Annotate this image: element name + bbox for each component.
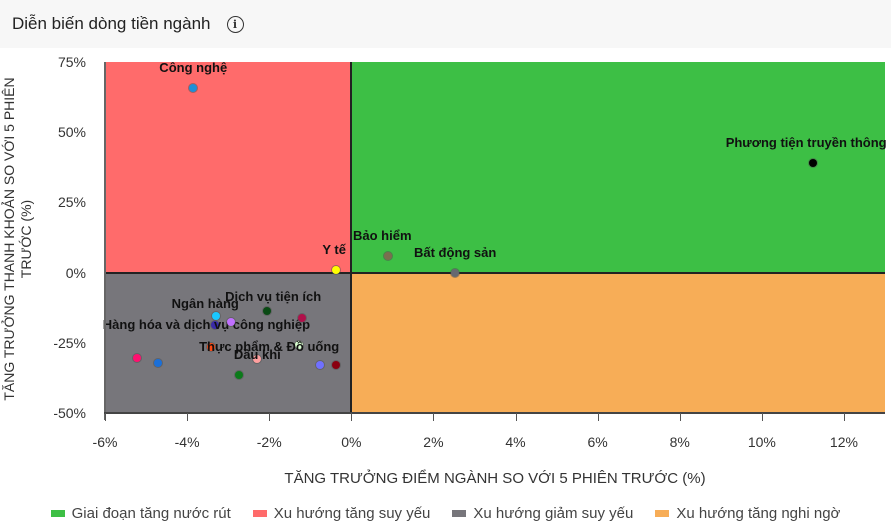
x-tick-label: 2% [423,434,444,450]
data-point[interactable] [295,341,304,350]
quadrant-region [105,62,352,273]
data-point[interactable] [212,312,221,321]
x-tick-label: 0% [341,434,362,450]
legend-swatch-icon [50,510,65,517]
data-point-label: Bất động sản [414,244,497,260]
plot-area: Công nghệ Phương tiện truyền thông Y tế Bảo… [102,60,887,413]
x-tick-mark [105,413,106,421]
x-tick-label: 12% [829,434,858,450]
x-tick-mark [761,413,763,421]
data-point[interactable] [133,353,142,362]
data-point[interactable] [384,252,393,261]
data-point-label: Thực phẩm & Đồ uống [199,339,340,355]
x-tick-label: 4% [505,434,526,450]
x-axis-label: TĂNG TRƯỞNG ĐIỂM NGÀNH SO VỚI 5 PHIÊN TR… [284,470,706,487]
x-tick-mark [351,413,353,421]
quadrant-region [351,62,885,273]
data-point[interactable] [211,320,220,329]
legend-item[interactable]: Xu hướng giảm suy yếu [452,505,633,522]
y-tick-label: 25% [57,194,86,211]
y-tick-label: 0% [65,264,86,281]
chart-header: Diễn biến dòng tiền ngành i [0,0,891,48]
data-point[interactable] [227,318,236,327]
x-tick-label: 6% [587,434,608,450]
x-tick-label: -2% [256,434,282,450]
x-tick-label: -6% [92,434,118,450]
data-point-label: Y tế [322,242,346,258]
y-axis-label: TĂNG TRƯỞNG THANH KHOẢN SO VỚI 5 PHIÊN T… [1,77,34,401]
legend-item[interactable]: Xu hướng tăng suy yếu [252,505,431,522]
zero-x-line [350,62,353,413]
quadrant-region [105,272,352,413]
legend-item[interactable]: Giai đoạn tăng nước rút [50,505,231,522]
legend-swatch-icon [452,510,467,517]
data-point-label: Dịch vụ tiện ích [225,289,322,305]
quadrant-region [351,272,885,413]
x-tick-mark [269,413,271,421]
x-tick-mark [843,413,845,421]
data-point-label: Phương tiện truyền thông [725,135,887,151]
chart-title: Diễn biến dòng tiền ngành [12,14,211,33]
data-point[interactable] [153,359,162,368]
data-point-label: Dầu khí [233,346,281,362]
y-tick-label: -25% [53,334,86,351]
y-tick-label: 75% [57,54,86,70]
legend-label: Xu hướng tăng suy yếu [273,505,431,522]
data-point[interactable] [235,370,244,379]
data-point[interactable] [253,354,262,363]
data-point[interactable] [189,84,198,93]
legend-label: Xu hướng tăng nghi ngờ [676,505,841,522]
x-tick-mark [515,413,517,421]
zero-y-line [105,271,885,274]
x-tick-mark [597,413,599,421]
data-point[interactable] [332,266,341,275]
data-point-label: Bảo hiểm [352,228,412,244]
legend-swatch-icon [252,510,267,517]
x-axis-line [104,412,885,414]
legend-label: Xu hướng giảm suy yếu [473,505,634,522]
data-point[interactable] [298,314,307,323]
x-tick-mark [679,413,681,421]
legend-label: Giai đoạn tăng nước rút [71,505,231,522]
legend-item[interactable]: Xu hướng tăng nghi ngờ [655,505,840,522]
data-point-label: Hàng hóa và dịch vụ công nghiệp [102,316,311,332]
data-point[interactable] [332,360,341,369]
legend: Giai đoạn tăng nước rút Xu hướng tăng suy… [0,505,891,522]
x-tick-label: 10% [747,434,776,450]
y-axis-line [104,62,106,420]
x-tick-mark [433,413,435,421]
data-point[interactable] [809,159,818,168]
data-point[interactable] [263,307,272,316]
y-tick-label: -50% [53,405,86,421]
data-point[interactable] [206,343,215,351]
data-point[interactable] [451,268,460,277]
info-circle-icon[interactable]: i [226,15,244,33]
data-point-label: Ngân hàng [171,296,239,312]
data-point[interactable] [316,360,325,369]
data-point-label: Công nghệ [159,60,228,76]
x-tick-label: 8% [669,434,690,450]
legend-swatch-icon [655,510,670,517]
x-tick-mark [187,413,189,421]
y-tick-label: 50% [57,124,86,141]
x-tick-label: -4% [174,434,200,450]
